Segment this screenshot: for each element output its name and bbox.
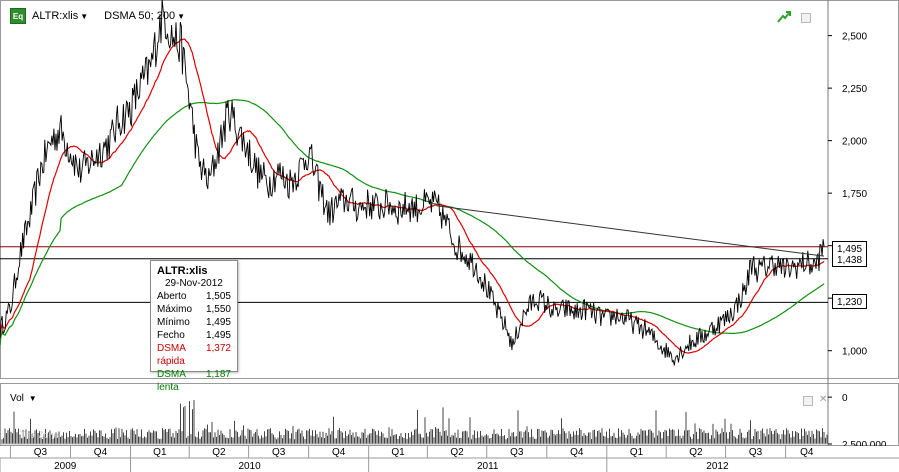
tooltip-row-label: Máximo bbox=[157, 304, 193, 315]
y-tick-label: 2,500 bbox=[842, 32, 867, 43]
quarter-label: Q3 bbox=[272, 447, 286, 458]
tooltip-title: ALTR:xlis bbox=[157, 265, 208, 277]
tooltip-row: Aberto 1,505 bbox=[157, 290, 231, 303]
year-label: 2010 bbox=[238, 461, 261, 472]
indicator-selector[interactable]: DSMA 50; 200 ▼ bbox=[104, 10, 185, 22]
series-price bbox=[0, 0, 825, 366]
price-panel-frame bbox=[0, 0, 899, 379]
volume-y-tick-label: 2.500.000 bbox=[842, 440, 887, 451]
quarter-label: Q3 bbox=[510, 447, 524, 458]
tooltip-row-value: 1,372 bbox=[205, 343, 231, 354]
tooltip-row-label: Aberto bbox=[157, 291, 187, 302]
quarter-label: Q3 bbox=[34, 447, 48, 458]
y-tick-label: 2,000 bbox=[842, 137, 867, 148]
tooltip-row: Fecho 1,495 bbox=[157, 329, 231, 342]
chevron-down-icon: ▼ bbox=[177, 12, 186, 21]
tooltip-row-label: DSMA lenta bbox=[157, 369, 186, 393]
tooltip-row-value: 1,505 bbox=[205, 291, 231, 302]
series-dsma-rapida bbox=[0, 38, 825, 354]
time-axis-bg bbox=[0, 446, 899, 472]
tooltip-row-label: Mínimo bbox=[157, 317, 190, 328]
tooltip-row: DSMA rápida 1,372 bbox=[157, 342, 231, 368]
y-tick-label: 1,000 bbox=[842, 347, 867, 358]
price-tag-level: 1,438 bbox=[832, 254, 868, 267]
volume-tools: ✕ bbox=[803, 394, 828, 406]
tooltip-row-value: 1,550 bbox=[205, 304, 231, 315]
volume-label[interactable]: Vol ▼ bbox=[10, 393, 37, 404]
close-icon[interactable]: ✕ bbox=[819, 394, 828, 405]
year-label: 2011 bbox=[477, 461, 499, 472]
tooltip-row-value: 1,495 bbox=[205, 330, 231, 341]
maximize-icon[interactable] bbox=[801, 13, 811, 23]
quarter-label: Q2 bbox=[689, 447, 703, 458]
trendline bbox=[436, 205, 825, 257]
chevron-down-icon: ▼ bbox=[80, 12, 89, 21]
watermark: The Zone bbox=[20, 430, 59, 440]
y-tick-label: 1,750 bbox=[842, 189, 867, 200]
tooltip-row-value: 1,495 bbox=[205, 317, 231, 328]
quarter-label: Q4 bbox=[570, 447, 584, 458]
symbol-selector[interactable]: ALTR:xlis ▼ bbox=[32, 10, 88, 22]
chart-tools bbox=[777, 10, 811, 24]
tooltip-row-value: 1,187 bbox=[205, 369, 231, 380]
quarter-label: Q4 bbox=[800, 447, 814, 458]
quarter-label: Q1 bbox=[391, 447, 405, 458]
series-dsma-lenta bbox=[0, 99, 825, 345]
tooltip-row: Máximo 1,550 bbox=[157, 303, 231, 316]
tooltip-row: Mínimo 1,495 bbox=[157, 316, 231, 329]
indicator-label: DSMA 50; 200 bbox=[104, 10, 176, 22]
quarter-label: Q4 bbox=[332, 447, 346, 458]
symbol-label: ALTR:xlis bbox=[32, 10, 79, 22]
chart-header: Eq ALTR:xlis ▼ DSMA 50; 200 ▼ bbox=[10, 8, 185, 24]
trend-arrow-icon[interactable] bbox=[777, 10, 791, 24]
tooltip-row: DSMA lenta 1,187 bbox=[157, 368, 231, 394]
quarter-label: Q2 bbox=[450, 447, 464, 458]
quarter-label: Q1 bbox=[630, 447, 644, 458]
quarter-label: Q4 bbox=[94, 447, 108, 458]
quarter-label: Q1 bbox=[153, 447, 167, 458]
data-tooltip: ALTR:xlis 29-Nov-2012 Aberto 1,505 Máximo 1… bbox=[150, 260, 238, 393]
chevron-down-icon: ▼ bbox=[28, 394, 37, 403]
year-label: 2012 bbox=[706, 461, 729, 472]
equity-icon[interactable]: Eq bbox=[10, 8, 26, 24]
tooltip-date: 29-Nov-2012 bbox=[165, 278, 223, 289]
y-tick-label: 2,250 bbox=[842, 84, 867, 95]
year-label: 2009 bbox=[54, 461, 77, 472]
volume-label-text: Vol bbox=[10, 393, 24, 404]
volume-y-tick-label: 0 bbox=[842, 393, 848, 404]
price-tag-support: 1,230 bbox=[832, 294, 868, 309]
tooltip-row-label: Fecho bbox=[157, 330, 185, 341]
tooltip-row-label: DSMA rápida bbox=[157, 343, 186, 367]
maximize-icon[interactable] bbox=[803, 396, 813, 406]
quarter-label: Q2 bbox=[212, 447, 226, 458]
quarter-label: Q3 bbox=[749, 447, 763, 458]
